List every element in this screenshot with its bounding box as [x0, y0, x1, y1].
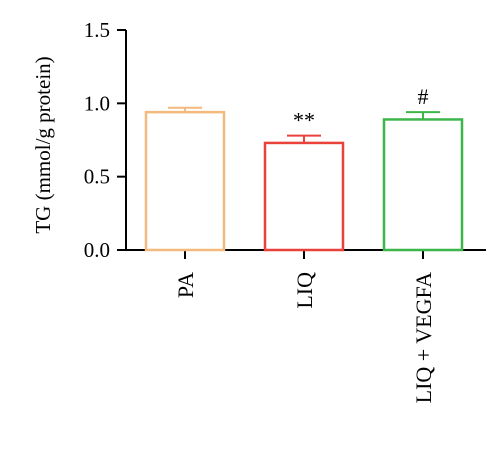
bar: [263, 141, 345, 252]
x-tick-label: PA: [173, 272, 198, 298]
y-tick-label: 0.5: [84, 165, 110, 189]
chart-bars: ** #: [144, 84, 464, 252]
y-tick-label: 1.5: [84, 18, 110, 42]
y-tick-label: 1.0: [84, 91, 110, 115]
chart-axes: 0.0 0.5 1.0 1.5 PA LIQ LIQ + VEGFA: [84, 18, 486, 403]
x-tick-label: LIQ: [292, 272, 317, 309]
significance-label: #: [418, 84, 429, 109]
y-tick-label: 0.0: [84, 238, 110, 262]
x-tick-label: LIQ + VEGFA: [411, 272, 436, 403]
significance-label: **: [293, 108, 315, 133]
y-axis-label: TG (mmol/g protein): [31, 56, 55, 233]
bar: [144, 110, 226, 252]
bar: [382, 118, 464, 252]
